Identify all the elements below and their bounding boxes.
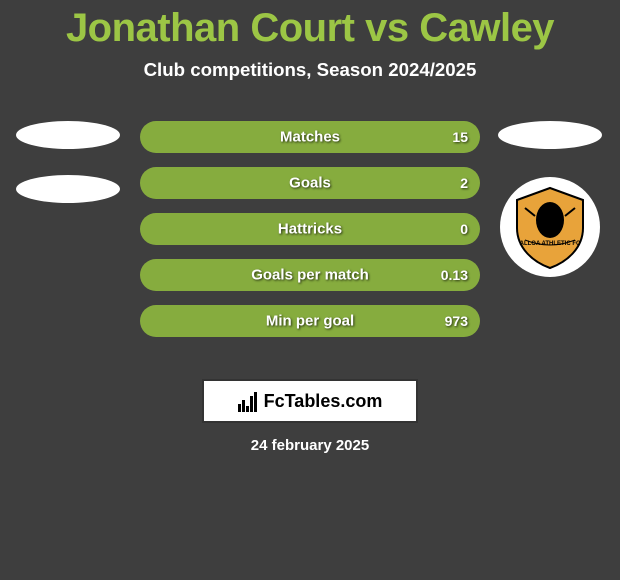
stat-label: Min per goal [266,313,354,330]
stat-value-right: 973 [445,313,468,329]
left-player-badges [8,109,128,203]
player-badge-placeholder [16,175,120,203]
player-badge-placeholder [498,121,602,149]
stat-row: Goals 2 [140,167,480,199]
stat-row: Goals per match 0.13 [140,259,480,291]
stat-value-right: 15 [452,129,468,145]
subtitle: Club competitions, Season 2024/2025 [0,59,620,81]
stat-label: Goals [289,175,331,192]
stat-value-right: 2 [460,175,468,191]
page-title: Jonathan Court vs Cawley [0,0,620,51]
stat-row: Hattricks 0 [140,213,480,245]
footer-logo[interactable]: FcTables.com [202,379,418,423]
stat-value-right: 0.13 [441,267,468,283]
comparison-section: Matches 15 Goals 2 Hattricks 0 Goals per match… [0,121,620,361]
shield-icon: ALLOA ATHLETIC FC [505,182,595,272]
chart-icon [238,390,260,412]
right-player-badges: ALLOA ATHLETIC FC [490,109,610,277]
stat-label: Matches [280,129,340,146]
stat-row: Matches 15 [140,121,480,153]
stat-value-right: 0 [460,221,468,237]
stat-label: Hattricks [278,221,342,238]
club-crest: ALLOA ATHLETIC FC [500,177,600,277]
crest-text: ALLOA ATHLETIC FC [520,241,581,247]
stat-row: Min per goal 973 [140,305,480,337]
player-badge-placeholder [16,121,120,149]
footer-logo-text: FcTables.com [264,391,383,412]
stat-bars-column: Matches 15 Goals 2 Hattricks 0 Goals per match… [140,121,480,351]
footer-date: 24 february 2025 [0,437,620,454]
stat-label: Goals per match [251,267,369,284]
